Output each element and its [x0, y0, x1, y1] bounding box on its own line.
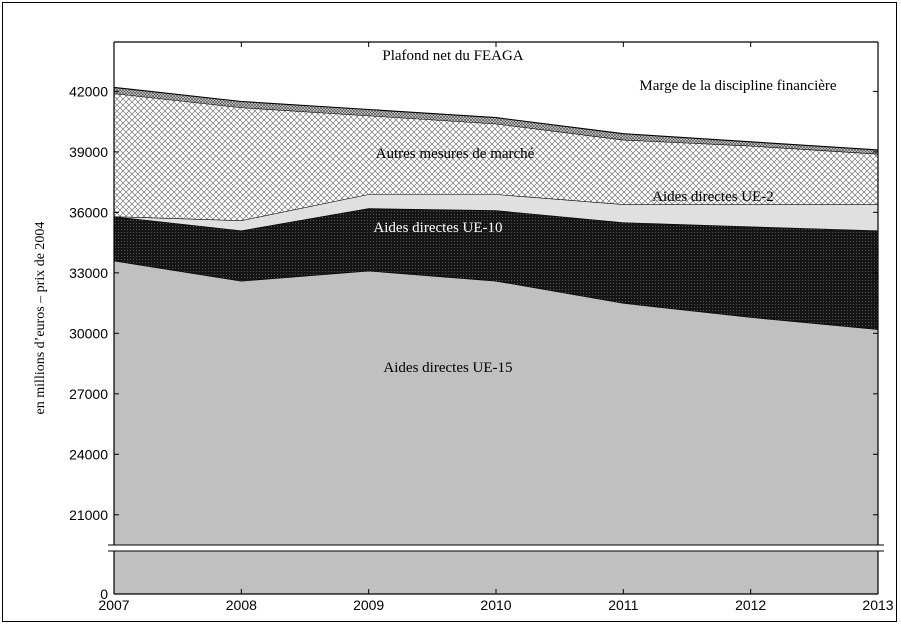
- y-tick-label: 36000: [69, 204, 108, 220]
- axes: 0 21000 24000 27000 30000 33000 36000 39000 4200…: [33, 41, 894, 613]
- area-marge-de-la-discipline-financi-re: [114, 87, 878, 154]
- axis-break: [108, 544, 884, 552]
- y-tick-label: 0: [100, 586, 108, 602]
- series-labels: Aides directes UE-15 Aides directes UE-10…: [373, 48, 836, 376]
- x-tick-label: 2011: [608, 597, 638, 613]
- boundary-marge-de-la-discipline-financi-re: [113, 86, 879, 151]
- x-tick-label: 2012: [735, 597, 766, 613]
- x-tick-label: 2010: [480, 597, 511, 613]
- x-tick-label: 2013: [862, 597, 893, 613]
- y-tick-label: 27000: [69, 386, 108, 402]
- y-tick-label: 33000: [69, 265, 108, 281]
- label-aides-directes-ue-10: Aides directes UE-10: [373, 220, 502, 236]
- label-aides-directes-ue-15: Aides directes UE-15: [383, 360, 512, 376]
- x-tick-label: 2008: [226, 597, 257, 613]
- label-aides-directes-ue-2: Aides directes UE-2: [652, 189, 774, 205]
- y-axis-label: en millions d’euros – prix de 2004: [33, 222, 48, 415]
- y-tick-label: 42000: [69, 83, 108, 99]
- label-marge-de-la-discipline-financi-re: Marge de la discipline financière: [639, 78, 836, 94]
- area-aides-directes-ue-2: [114, 194, 878, 231]
- ceiling-label: Plafond net du FEAGA: [382, 48, 523, 64]
- y-tick-label: 24000: [69, 446, 108, 462]
- area-aides-directes-ue-15: [114, 260, 878, 594]
- y-tick-label: 30000: [69, 325, 108, 341]
- area-aides-directes-ue-10: [114, 208, 878, 330]
- x-tick-label: 2009: [353, 597, 384, 613]
- area-autres-mesures-de-march-: [114, 93, 878, 221]
- x-tick-label: 2007: [98, 597, 129, 613]
- y-tick-label: 39000: [69, 144, 108, 160]
- area-layers: [113, 86, 879, 594]
- label-autres-mesures-de-march-: Autres mesures de marché: [376, 146, 535, 162]
- y-tick-label: 21000: [69, 507, 108, 523]
- axis-break-band: [108, 545, 884, 551]
